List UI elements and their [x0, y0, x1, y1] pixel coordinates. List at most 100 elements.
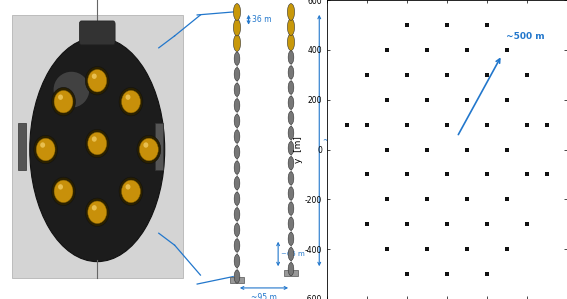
Ellipse shape — [52, 87, 75, 116]
Point — [502, 48, 511, 52]
Ellipse shape — [125, 94, 130, 100]
Ellipse shape — [54, 90, 73, 113]
Point — [483, 122, 492, 127]
Ellipse shape — [92, 205, 97, 210]
Circle shape — [288, 51, 294, 64]
Ellipse shape — [88, 132, 107, 155]
Point — [502, 97, 511, 102]
Point — [342, 122, 352, 127]
Point — [382, 247, 391, 251]
Point — [522, 72, 531, 77]
Point — [483, 22, 492, 27]
Circle shape — [287, 34, 295, 51]
Circle shape — [234, 270, 240, 283]
Point — [442, 72, 451, 77]
Point — [502, 247, 511, 251]
Point — [362, 72, 371, 77]
Circle shape — [288, 247, 294, 260]
FancyBboxPatch shape — [18, 123, 26, 170]
Circle shape — [288, 263, 294, 276]
Ellipse shape — [40, 142, 45, 148]
Point — [522, 222, 531, 227]
Point — [422, 48, 431, 52]
Circle shape — [234, 177, 240, 190]
Ellipse shape — [137, 135, 161, 164]
Point — [543, 122, 552, 127]
Circle shape — [234, 68, 240, 81]
Circle shape — [288, 232, 294, 245]
Circle shape — [288, 126, 294, 140]
Circle shape — [234, 254, 240, 268]
Point — [463, 247, 472, 251]
Ellipse shape — [121, 180, 141, 203]
Point — [463, 48, 472, 52]
Point — [483, 72, 492, 77]
FancyBboxPatch shape — [284, 270, 298, 276]
Circle shape — [288, 66, 294, 79]
Ellipse shape — [58, 94, 63, 100]
Circle shape — [234, 114, 240, 127]
Circle shape — [288, 141, 294, 155]
Circle shape — [234, 83, 240, 96]
Point — [483, 172, 492, 177]
FancyBboxPatch shape — [230, 277, 244, 283]
Ellipse shape — [121, 90, 141, 113]
Point — [442, 172, 451, 177]
Circle shape — [234, 239, 240, 252]
Circle shape — [234, 35, 240, 51]
Point — [422, 147, 431, 152]
Ellipse shape — [34, 135, 57, 164]
Ellipse shape — [119, 87, 143, 116]
Circle shape — [234, 192, 240, 205]
Point — [382, 97, 391, 102]
FancyBboxPatch shape — [155, 123, 163, 170]
Circle shape — [288, 187, 294, 200]
Y-axis label: y  [m]: y [m] — [294, 136, 303, 163]
Ellipse shape — [88, 201, 107, 224]
Circle shape — [234, 19, 240, 36]
Circle shape — [287, 19, 295, 36]
Point — [422, 247, 431, 251]
Point — [362, 172, 371, 177]
Circle shape — [287, 4, 295, 20]
Text: ~95 m: ~95 m — [251, 293, 277, 299]
Point — [502, 147, 511, 152]
Circle shape — [234, 130, 240, 143]
Circle shape — [288, 202, 294, 215]
Ellipse shape — [85, 198, 109, 227]
Ellipse shape — [92, 136, 97, 142]
Point — [403, 222, 412, 227]
Text: ~648 m: ~648 m — [323, 136, 354, 145]
Circle shape — [288, 157, 294, 170]
Text: ~500 m: ~500 m — [506, 32, 545, 41]
Point — [382, 48, 391, 52]
Point — [362, 222, 371, 227]
Point — [442, 122, 451, 127]
Circle shape — [234, 161, 240, 174]
Point — [463, 197, 472, 202]
Ellipse shape — [88, 70, 107, 92]
Ellipse shape — [36, 138, 55, 161]
Circle shape — [234, 208, 240, 221]
Ellipse shape — [125, 184, 130, 190]
Ellipse shape — [139, 138, 158, 161]
Point — [502, 197, 511, 202]
Point — [483, 272, 492, 277]
Ellipse shape — [92, 74, 97, 79]
Circle shape — [234, 146, 240, 159]
Circle shape — [288, 81, 294, 94]
Circle shape — [288, 217, 294, 230]
Ellipse shape — [85, 67, 109, 95]
Ellipse shape — [54, 180, 73, 203]
Point — [442, 22, 451, 27]
Point — [403, 72, 412, 77]
Point — [442, 222, 451, 227]
Circle shape — [288, 96, 294, 109]
Point — [382, 197, 391, 202]
Ellipse shape — [58, 184, 63, 190]
Text: ~65 m: ~65 m — [281, 251, 304, 257]
Point — [422, 97, 431, 102]
Point — [522, 172, 531, 177]
Circle shape — [234, 99, 240, 112]
Point — [403, 172, 412, 177]
